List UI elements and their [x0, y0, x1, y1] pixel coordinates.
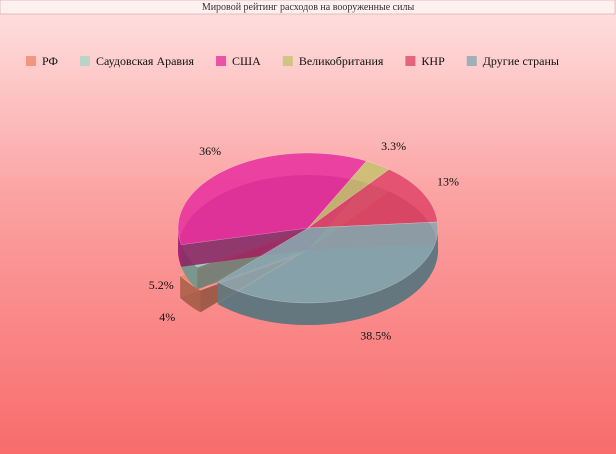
legend-label: Другие страны	[483, 54, 559, 68]
data-label: 13%	[437, 175, 459, 189]
data-label: 38.5%	[360, 329, 391, 343]
pie-slice	[177, 152, 367, 267]
data-label: 5.2%	[149, 278, 174, 292]
data-label: 36%	[199, 144, 221, 158]
pie-slice	[217, 221, 439, 325]
slice-top	[307, 160, 390, 229]
slice-side	[178, 228, 182, 267]
legend-swatch	[282, 56, 293, 66]
chart-title: Мировой рейтинг расходов на вооруженные …	[202, 2, 415, 13]
slice-side	[217, 228, 438, 325]
legend-swatch	[216, 56, 227, 66]
slice-top	[217, 221, 439, 304]
legend-label: США	[232, 54, 261, 68]
slice-top	[177, 152, 367, 245]
legend-swatch	[79, 56, 90, 66]
legend-swatch	[26, 56, 36, 66]
title-bar	[0, 0, 616, 15]
legend-label: Великобритания	[299, 54, 384, 68]
legend-swatch	[466, 56, 477, 66]
data-label: 3.3%	[381, 139, 406, 153]
legend-swatch	[405, 56, 416, 66]
slice-top	[307, 169, 438, 229]
legend-label: Саудовская Аравия	[96, 54, 195, 68]
slice-side	[180, 275, 201, 313]
legend-label: РФ	[42, 54, 58, 68]
legend-label: КНР	[421, 54, 445, 68]
data-label: 4%	[159, 310, 175, 324]
